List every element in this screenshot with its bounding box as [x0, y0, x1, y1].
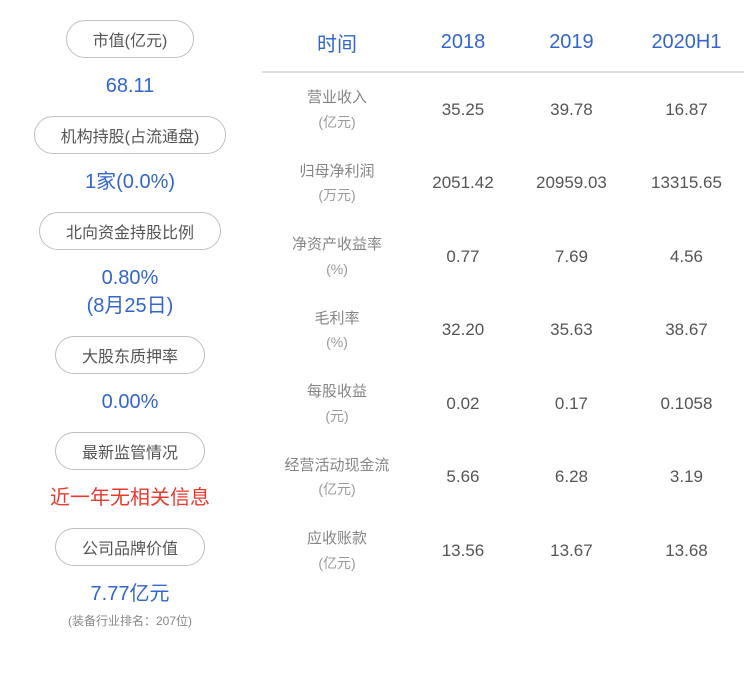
cell: 13.67 [514, 514, 629, 588]
row-label: 每股收益(元) [262, 367, 412, 441]
cell: 0.17 [514, 367, 629, 441]
metric-value: 1家(0.0%) [85, 168, 175, 196]
metric-value: 0.80% (8月25日) [87, 264, 174, 320]
financial-table: 时间 2018 2019 2020H1 营业收入(亿元) 35.25 39.78… [262, 14, 744, 588]
metric-pledge-ratio: 大股东质押率 0.00% [14, 336, 246, 416]
row-label: 毛利率(%) [262, 294, 412, 368]
cell: 16.87 [629, 72, 744, 147]
left-metrics-panel: 市值(亿元) 68.11 机构持股(占流通盘) 1家(0.0%) 北向资金持股比… [0, 0, 260, 678]
metric-institutional-holdings: 机构持股(占流通盘) 1家(0.0%) [14, 116, 246, 196]
cell: 6.28 [514, 441, 629, 515]
table-row: 毛利率(%) 32.20 35.63 38.67 [262, 294, 744, 368]
cell: 0.1058 [629, 367, 744, 441]
row-label: 经营活动现金流(亿元) [262, 441, 412, 515]
table-header-row: 时间 2018 2019 2020H1 [262, 14, 744, 72]
table-row: 净资产收益率(%) 0.77 7.69 4.56 [262, 220, 744, 294]
cell: 35.25 [412, 72, 514, 147]
metric-northbound-holdings: 北向资金持股比例 0.80% (8月25日) [14, 212, 246, 320]
cell: 0.77 [412, 220, 514, 294]
metric-label: 公司品牌价值 [55, 528, 205, 566]
row-label: 应收账款(亿元) [262, 514, 412, 588]
cell: 13.56 [412, 514, 514, 588]
col-header-2019: 2019 [514, 14, 629, 72]
metric-sub: (装备行业排名：207位) [68, 612, 192, 629]
table-row: 归母净利润(万元) 2051.42 20959.03 13315.65 [262, 147, 744, 221]
cell: 13.68 [629, 514, 744, 588]
metric-value: 0.00% [102, 388, 159, 416]
table-row: 每股收益(元) 0.02 0.17 0.1058 [262, 367, 744, 441]
col-header-2020h1: 2020H1 [629, 14, 744, 72]
cell: 2051.42 [412, 147, 514, 221]
table-body: 营业收入(亿元) 35.25 39.78 16.87 归母净利润(万元) 205… [262, 72, 744, 588]
cell: 5.66 [412, 441, 514, 515]
metric-value: 7.77亿元 [91, 580, 170, 608]
cell: 4.56 [629, 220, 744, 294]
cell: 0.02 [412, 367, 514, 441]
cell: 13315.65 [629, 147, 744, 221]
cell: 3.19 [629, 441, 744, 515]
cell: 38.67 [629, 294, 744, 368]
cell: 35.63 [514, 294, 629, 368]
cell: 7.69 [514, 220, 629, 294]
row-label: 归母净利润(万元) [262, 147, 412, 221]
row-label: 净资产收益率(%) [262, 220, 412, 294]
metric-label: 市值(亿元) [66, 20, 195, 58]
table-row: 经营活动现金流(亿元) 5.66 6.28 3.19 [262, 441, 744, 515]
metric-label: 机构持股(占流通盘) [34, 116, 227, 154]
metric-label: 北向资金持股比例 [39, 212, 221, 250]
metric-label: 最新监管情况 [55, 432, 205, 470]
metric-value: 近一年无相关信息 [50, 484, 210, 512]
metric-brand-value: 公司品牌价值 7.77亿元 (装备行业排名：207位) [14, 528, 246, 629]
metric-label: 大股东质押率 [55, 336, 205, 374]
metric-regulatory: 最新监管情况 近一年无相关信息 [14, 432, 246, 512]
row-label: 营业收入(亿元) [262, 72, 412, 147]
metric-market-cap: 市值(亿元) 68.11 [14, 20, 246, 100]
table-row: 应收账款(亿元) 13.56 13.67 13.68 [262, 514, 744, 588]
table-row: 营业收入(亿元) 35.25 39.78 16.87 [262, 72, 744, 147]
metric-value: 68.11 [106, 72, 155, 100]
col-header-2018: 2018 [412, 14, 514, 72]
cell: 32.20 [412, 294, 514, 368]
col-header-time: 时间 [262, 14, 412, 72]
cell: 20959.03 [514, 147, 629, 221]
cell: 39.78 [514, 72, 629, 147]
financial-table-panel: 时间 2018 2019 2020H1 营业收入(亿元) 35.25 39.78… [260, 0, 750, 678]
